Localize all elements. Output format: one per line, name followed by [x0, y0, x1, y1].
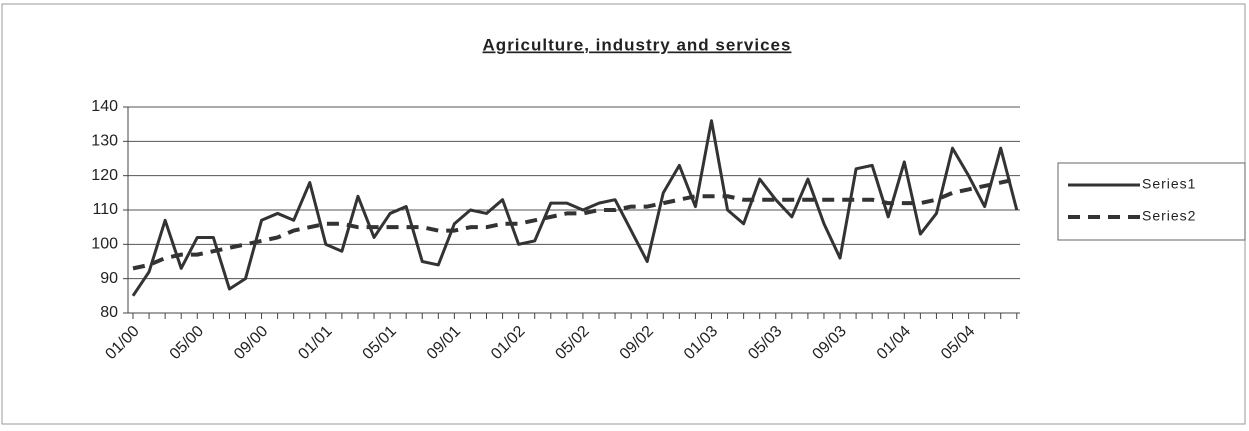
chart-title: Agriculture, industry and services — [483, 35, 792, 54]
series-line — [132, 177, 1018, 271]
legend-box — [1057, 162, 1246, 241]
series-line — [131, 119, 1019, 297]
legend-label: Series2 — [1142, 208, 1196, 224]
legend-label: Series1 — [1142, 176, 1196, 192]
y-tick-label: 100 — [91, 236, 118, 253]
y-tick-label: 140 — [91, 98, 118, 115]
y-tick-label: 120 — [91, 167, 118, 184]
y-tick-label: 90 — [100, 270, 118, 287]
y-tick-label: 130 — [91, 133, 118, 150]
y-tick-label: 80 — [100, 304, 118, 321]
y-tick-label: 110 — [92, 201, 118, 218]
